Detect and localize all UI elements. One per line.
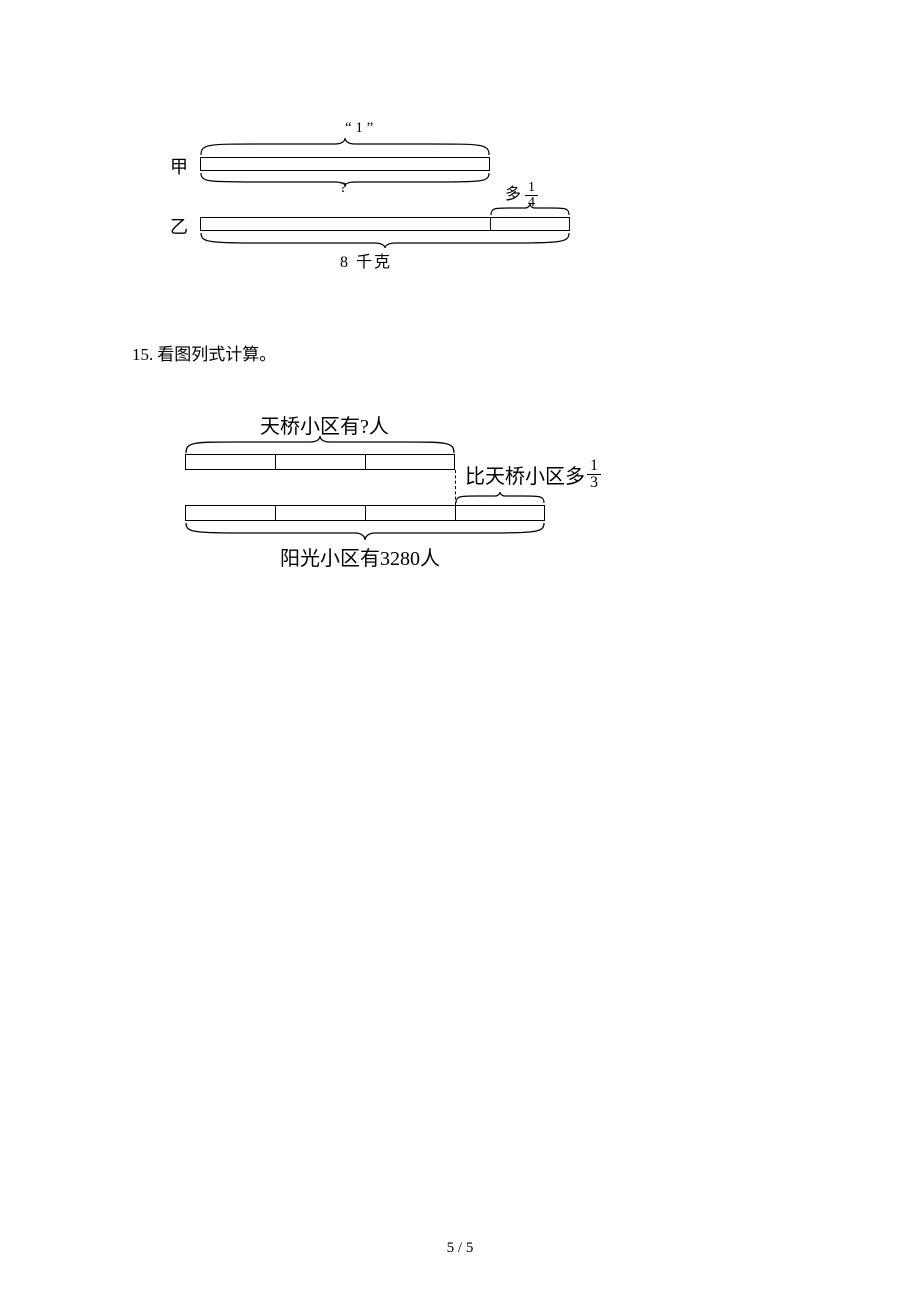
diagram1-bar-yi-divider bbox=[490, 217, 491, 231]
diagram1-row2-label: 乙 bbox=[170, 213, 188, 239]
brace-down-extra bbox=[490, 204, 570, 216]
brace-down-d2-extra bbox=[455, 492, 545, 504]
diagram1-bar-jia bbox=[200, 157, 490, 171]
diagram2-bar1-divider-2 bbox=[365, 454, 366, 470]
diagram-2: 天桥小区有?人 比天桥小区多 1 3 阳光小区有3280人 bbox=[185, 410, 715, 570]
problem-15-text: 看图列式计算。 bbox=[157, 345, 276, 364]
problem-15: 15. 看图列式计算。 bbox=[132, 340, 790, 365]
brace-up-d2-bottom bbox=[185, 522, 545, 540]
fraction-numerator: 1 bbox=[525, 181, 538, 196]
diagram1-extra-text: 多 bbox=[505, 186, 521, 203]
diagram2-bar1-divider-1 bbox=[275, 454, 276, 470]
page-footer: 5 / 5 bbox=[0, 1240, 920, 1257]
diagram2-bottom-label: 阳光小区有3280人 bbox=[280, 542, 440, 571]
fraction-numerator: 1 bbox=[587, 458, 601, 475]
diagram2-bar2-divider-1 bbox=[275, 505, 276, 521]
diagram2-right-text: 比天桥小区多 bbox=[465, 460, 585, 489]
diagram2-bar2-divider-2 bbox=[365, 505, 366, 521]
diagram2-bar-1 bbox=[185, 454, 455, 470]
diagram2-bar2-divider-3 bbox=[455, 505, 456, 521]
diagram1-question-mark: ? bbox=[340, 180, 347, 197]
page-number: 5 / 5 bbox=[447, 1240, 474, 1256]
diagram2-right-fraction: 1 3 bbox=[587, 458, 601, 491]
diagram1-top-label: “ 1 ” bbox=[345, 120, 373, 137]
brace-up-yi bbox=[200, 232, 570, 248]
brace-down-top bbox=[200, 138, 490, 156]
problem-15-number: 15. bbox=[132, 345, 153, 364]
diagram1-bottom-label: 8 千克 bbox=[340, 248, 392, 272]
diagram2-right-label: 比天桥小区多 1 3 bbox=[465, 458, 601, 491]
fraction-denominator: 3 bbox=[587, 475, 601, 491]
brace-down-d2-top bbox=[185, 436, 455, 454]
diagram1-row1-label: 甲 bbox=[170, 153, 188, 179]
diagram1-bar-yi bbox=[200, 217, 570, 231]
diagram2-top-label: 天桥小区有?人 bbox=[260, 410, 389, 439]
diagram-1: “ 1 ” 甲 ? 多 1 4 乙 8 千克 bbox=[170, 120, 600, 270]
